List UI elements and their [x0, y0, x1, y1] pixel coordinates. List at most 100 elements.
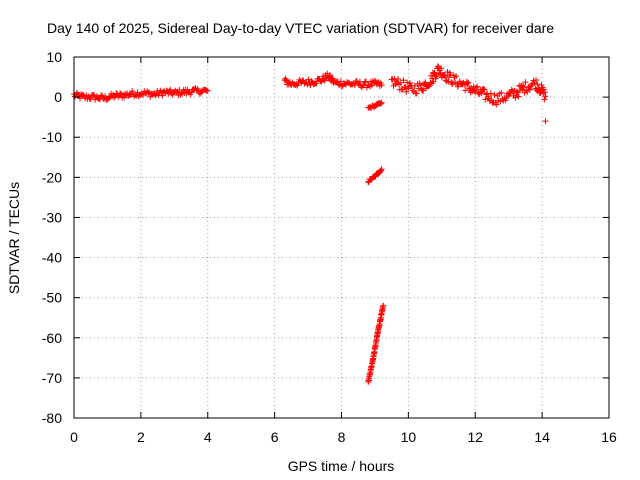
- data-point: [378, 166, 385, 173]
- y-tick-label: -60: [42, 330, 62, 346]
- data-point: [515, 93, 522, 100]
- chart-title: Day 140 of 2025, Sidereal Day-to-day VTE…: [47, 20, 554, 36]
- data-point: [167, 86, 174, 93]
- x-axis-title: GPS time / hours: [288, 458, 395, 474]
- data-point: [87, 95, 94, 102]
- data-point: [498, 89, 505, 96]
- data-point: [445, 78, 452, 85]
- data-point: [395, 76, 402, 83]
- data-point: [178, 90, 185, 97]
- grid: [74, 57, 609, 418]
- data-point: [320, 73, 327, 80]
- data-point: [526, 86, 533, 93]
- y-tick-labels: 10 0 -10 -20 -30 -40 -50 -60 -70 -80: [42, 49, 62, 426]
- data-point: [540, 86, 547, 93]
- data-point: [397, 79, 404, 86]
- data-point: [435, 64, 442, 71]
- data-point: [453, 73, 460, 80]
- data-point: [117, 90, 124, 97]
- data-point: [328, 74, 335, 81]
- data-point: [542, 118, 549, 125]
- data-point: [481, 86, 488, 93]
- data-point: [485, 93, 492, 100]
- data-point: [508, 86, 515, 93]
- data-point: [541, 89, 548, 96]
- x-tick-labels: 0 2 4 6 8 10 12 14 16: [70, 429, 617, 445]
- data-point: [362, 78, 369, 85]
- data-point: [493, 101, 500, 108]
- x-tick-label: 6: [271, 429, 279, 445]
- y-tick-label: -70: [42, 370, 62, 386]
- data-point: [380, 302, 387, 309]
- x-tick-label: 16: [601, 429, 617, 445]
- data-point: [411, 82, 418, 89]
- data-point: [337, 78, 344, 85]
- data-point: [159, 92, 166, 99]
- y-axis-title: SDTVAR / TECUs: [6, 182, 22, 294]
- data-point: [194, 85, 201, 92]
- data-point: [538, 82, 545, 89]
- data-point: [417, 82, 424, 89]
- y-tick-label: -20: [42, 169, 62, 185]
- data-point: [441, 72, 448, 79]
- data-point: [111, 94, 118, 101]
- data-point: [106, 94, 113, 101]
- data-point: [442, 72, 449, 79]
- x-tick-label: 4: [204, 429, 212, 445]
- data-point: [473, 84, 480, 91]
- data-point: [418, 86, 425, 93]
- data-point: [462, 87, 469, 94]
- y-tick-label: 0: [54, 89, 62, 105]
- data-point: [313, 80, 320, 87]
- data-point: [438, 65, 445, 72]
- data-point: [534, 81, 541, 88]
- data-point: [115, 93, 122, 100]
- data-point: [406, 79, 413, 86]
- data-point: [478, 89, 485, 96]
- x-tick-label: 10: [401, 429, 417, 445]
- data-point: [533, 76, 540, 83]
- data-point: [531, 80, 538, 87]
- data-point: [464, 80, 471, 87]
- data-point: [487, 90, 494, 97]
- data-point: [465, 79, 472, 86]
- data-point: [522, 79, 529, 86]
- data-point: [102, 93, 109, 100]
- data-point: [327, 72, 334, 79]
- data-point: [542, 93, 549, 100]
- data-point: [535, 85, 542, 92]
- data-point: [520, 82, 527, 89]
- x-tick-label: 2: [137, 429, 145, 445]
- data-points: [71, 63, 549, 385]
- data-point: [378, 82, 385, 89]
- data-point: [427, 79, 434, 86]
- data-point: [335, 81, 342, 88]
- data-point: [403, 88, 410, 95]
- y-tick-label: 10: [46, 49, 62, 65]
- data-point: [454, 83, 461, 90]
- y-tick-label: -80: [42, 410, 62, 426]
- axis-ticks: [73, 56, 610, 419]
- data-point: [377, 100, 384, 107]
- x-tick-label: 12: [467, 429, 483, 445]
- data-point: [129, 88, 136, 95]
- x-tick-label: 14: [534, 429, 550, 445]
- data-point: [294, 82, 301, 89]
- data-point: [400, 77, 407, 84]
- data-point: [377, 167, 384, 174]
- data-point: [434, 63, 441, 70]
- data-point: [447, 71, 454, 78]
- data-point: [541, 96, 548, 103]
- data-point: [402, 84, 409, 91]
- data-point: [523, 87, 530, 94]
- data-point: [482, 96, 489, 103]
- data-point: [491, 92, 498, 99]
- data-point: [204, 87, 211, 94]
- data-point: [378, 99, 385, 106]
- data-point: [483, 91, 490, 98]
- y-tick-label: -40: [42, 250, 62, 266]
- data-point: [474, 83, 481, 90]
- data-point: [415, 85, 422, 92]
- data-point: [305, 76, 312, 83]
